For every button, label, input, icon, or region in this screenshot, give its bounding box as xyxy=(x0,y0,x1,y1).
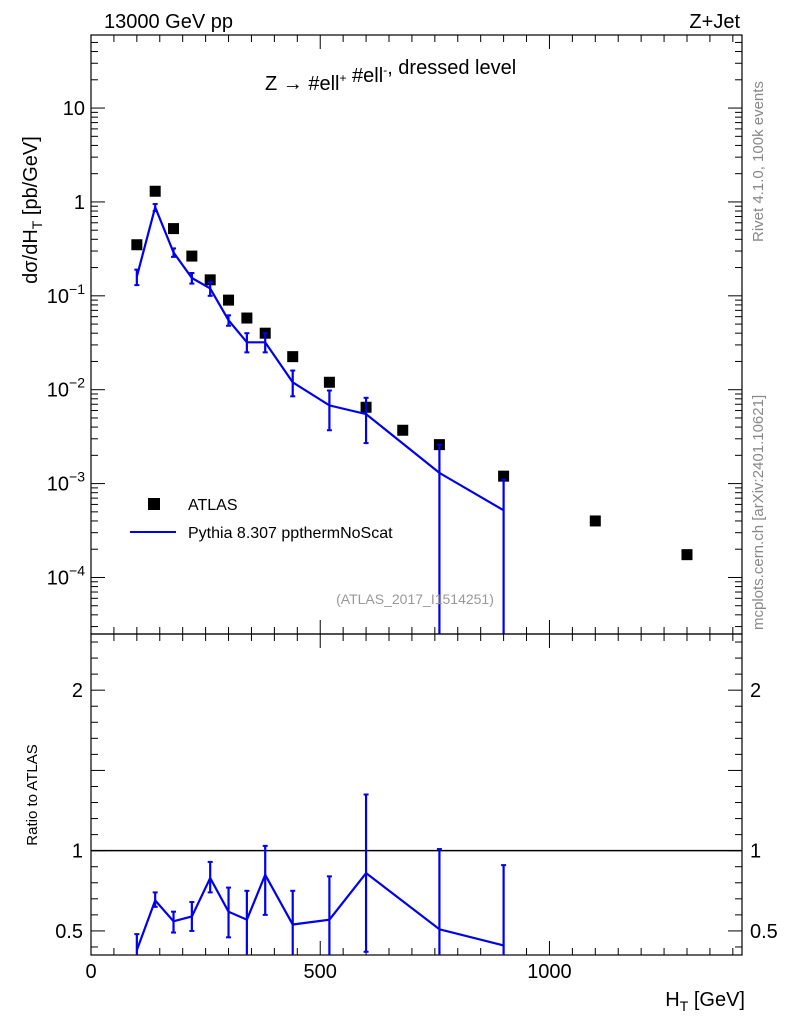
legend-atlas-marker xyxy=(148,498,160,510)
atlas-point xyxy=(149,185,161,197)
tick-exp: −2 xyxy=(69,375,85,391)
main-y-tick-label: 10−1 xyxy=(47,281,85,308)
x-axis-label-sub: T xyxy=(680,998,689,1014)
x-tick-label: 1000 xyxy=(527,961,572,983)
title-part: , dressed level xyxy=(387,57,516,79)
atlas-point xyxy=(589,515,601,527)
mcplots-label: mcplots.cern.ch [arXiv:2401.10621] xyxy=(750,395,767,630)
ratio-y-axis-label: Ratio to ATLAS xyxy=(24,744,41,845)
main-y-axis-label: dσ/dHT [pb/GeV] xyxy=(20,136,45,284)
tick-base: 10 xyxy=(47,380,69,402)
atlas-point xyxy=(168,223,180,235)
header-right: Z+Jet xyxy=(689,11,740,33)
ratio-panel: 0.5 0.5 1 1 2 2 0 500 1000 xyxy=(55,633,778,983)
tick-exp: −3 xyxy=(69,469,85,485)
rivet-label: Rivet 4.1.0, 100k events xyxy=(750,81,767,242)
atlas-point xyxy=(397,424,409,436)
main-y-axis-label-b: [pb/GeV] xyxy=(20,136,42,221)
atlas-point xyxy=(186,250,198,262)
main-y-tick-label: 10−3 xyxy=(47,469,85,496)
main-y-tick-label: 10−2 xyxy=(47,375,85,402)
atlas-point xyxy=(131,239,143,251)
main-frame xyxy=(90,34,743,635)
legend-atlas-label: ATLAS xyxy=(188,497,238,514)
atlas-point xyxy=(204,274,216,286)
ratio-y-tick-label-right: 1 xyxy=(750,841,761,863)
atlas-point xyxy=(241,312,253,324)
legend: ATLAS Pythia 8.307 ppthermNoScat xyxy=(130,497,393,542)
tick-base: 10 xyxy=(47,567,69,589)
atlas-point xyxy=(287,351,299,363)
main-y-tick-label: 10 xyxy=(63,98,85,120)
atlas-point xyxy=(498,470,510,482)
atlas-point xyxy=(681,549,693,561)
header-left: 13000 GeV pp xyxy=(104,11,233,33)
ratio-y-tick-label-right: 0.5 xyxy=(750,921,778,943)
main-y-axis-label-a: dσ/dH xyxy=(20,229,42,284)
ratio-frame xyxy=(90,633,743,956)
ratio-y-tick-label-right: 2 xyxy=(750,680,761,702)
title-part: #ell xyxy=(346,65,383,87)
main-y-axis-label-sub: T xyxy=(29,220,45,229)
ratio-y-tick-label: 1 xyxy=(72,841,83,863)
tick-base: 10 xyxy=(47,474,69,496)
atlas-point xyxy=(223,294,235,306)
main-y-tick-label: 1 xyxy=(74,192,85,214)
tick-exp: −4 xyxy=(69,562,85,578)
main-y-tick-label: 10−4 xyxy=(47,562,85,589)
title-sup: + xyxy=(339,71,346,85)
title-part: Z → #ell xyxy=(265,73,339,95)
tick-exp: −1 xyxy=(69,281,85,297)
tick-base: 10 xyxy=(47,286,69,308)
x-axis-label: HT [GeV] xyxy=(665,989,745,1014)
title-sup: - xyxy=(383,63,387,77)
x-axis-label-b: [GeV] xyxy=(688,989,745,1011)
x-tick-label: 500 xyxy=(304,961,337,983)
ratio-y-tick-label: 2 xyxy=(72,680,83,702)
ratio-y-tick-label: 0.5 xyxy=(55,921,83,943)
main-title: Z → #ell+ #ell-, dressed level xyxy=(265,57,516,95)
atlas-point xyxy=(323,376,335,388)
x-axis-label-a: H xyxy=(665,989,679,1011)
x-tick-label: 0 xyxy=(85,961,96,983)
watermark: (ATLAS_2017_I1514251) xyxy=(336,591,494,607)
legend-pythia-label: Pythia 8.307 ppthermNoScat xyxy=(188,525,393,542)
